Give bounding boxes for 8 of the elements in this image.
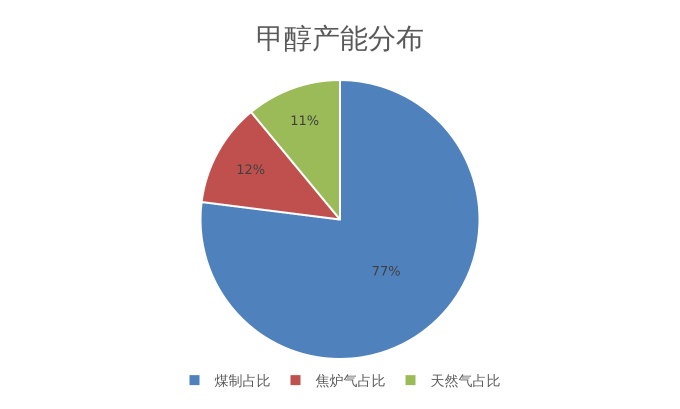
legend-label: 焦炉气占比 [316, 374, 386, 390]
data-label: 11% [290, 114, 320, 129]
data-label: 77% [372, 264, 401, 280]
data-label: 12% [236, 162, 266, 178]
chart-title: 甲醇产能分布 [256, 22, 424, 56]
legend-label: 天然气占比 [430, 374, 500, 390]
legend-label: 煤制占比 [214, 374, 270, 390]
pie-slice [200, 79, 480, 360]
